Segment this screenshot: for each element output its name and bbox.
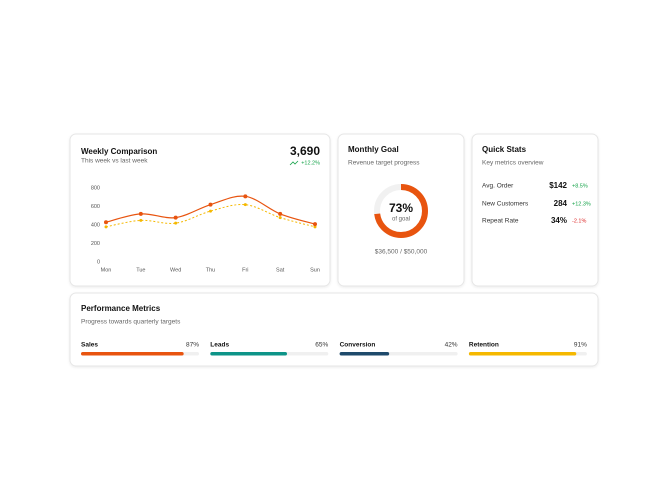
metric-label: Conversion [340,342,376,349]
x-tick-label: Mon [101,267,112,273]
point [138,211,143,216]
x-tick-label: Sat [276,267,285,273]
weekly-card [69,133,331,287]
stat-label: New Customers [482,201,529,208]
donut-arc [374,184,428,238]
card-title: Performance Metrics [81,304,161,313]
progress-bar [210,352,287,356]
point [104,225,108,229]
point [209,209,212,213]
progress-bar [81,352,184,356]
x-tick-label: Thu [206,267,215,273]
performance-card [69,292,599,367]
point [243,203,247,207]
card-subtitle: Key metrics overview [482,160,544,167]
point [104,220,108,225]
metric-label: Sales [81,342,98,349]
x-tick-label: Fri [242,267,248,273]
stat-change: -2.1% [572,218,586,224]
metric-value: 65% [315,342,328,349]
y-tick-label: 200 [91,241,100,247]
stat-label: Avg. Order [482,183,514,190]
progress-bar [339,352,390,356]
card-subtitle: Revenue target progress [348,160,420,167]
metric-label: Leads [210,342,229,349]
stat-change: +8.5% [572,183,588,189]
trend-icon [289,160,299,166]
goal-percent: 73% [389,201,413,215]
total: 3,690 [290,144,320,158]
point [278,211,283,216]
point [313,225,317,229]
change: +12.2% [301,160,320,166]
y-tick-label: 600 [91,204,100,210]
x-tick-label: Tue [136,267,145,273]
stat-change: +12.3% [572,201,591,207]
metric-value: 91% [574,342,587,349]
card-title: Quick Stats [482,145,527,154]
y-tick-label: 400 [91,222,100,228]
progress-bar [468,352,577,356]
card-subtitle: This week vs last week [81,158,148,165]
card-title: Monthly Goal [348,145,399,154]
metric-value: 87% [186,342,199,349]
y-tick-label: 0 [97,259,100,265]
metric-value: 42% [445,342,458,349]
stat-value: 34% [551,216,567,225]
stat-value: $142 [549,181,567,190]
point [278,216,282,220]
card-subtitle: Progress towards quarterly targets [81,319,181,326]
point [174,221,178,225]
point [313,222,317,227]
goal-card [337,133,465,287]
x-tick-label: Wed [170,267,181,273]
point [208,202,213,207]
point [243,194,248,199]
point [173,215,178,220]
goal-caption: of goal [392,217,410,223]
point [139,218,143,222]
y-tick-label: 800 [91,185,100,191]
metric-label: Retention [469,342,499,349]
quick-card [471,133,599,287]
x-tick-label: Sun [310,267,320,273]
stat-value: 284 [554,199,568,208]
goal-amount: $36,500 / $50,000 [375,249,428,256]
card-title: Weekly Comparison [81,147,157,156]
stat-label: Repeat Rate [482,218,519,225]
